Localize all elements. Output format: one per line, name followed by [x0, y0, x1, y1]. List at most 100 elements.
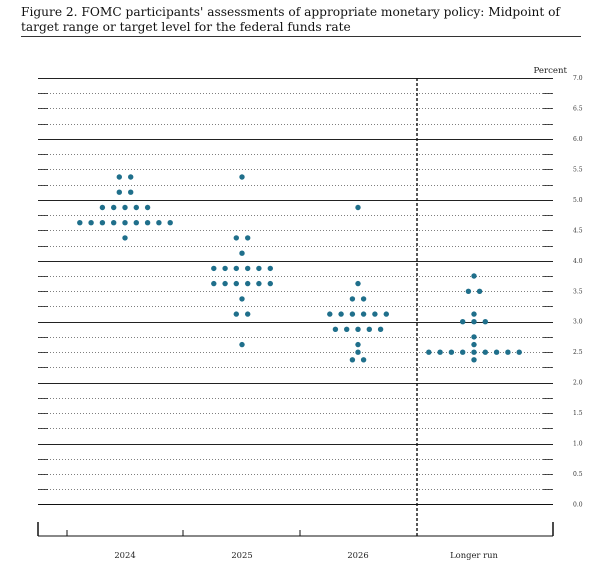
title-rule: [21, 36, 581, 37]
participant-dot: [245, 280, 251, 287]
participant-dot: [460, 349, 466, 355]
participant-dot: [349, 296, 356, 302]
participant-dot: [437, 349, 443, 355]
participant-dot: [211, 280, 217, 287]
participant-dot: [99, 220, 106, 226]
y-tick-label: 5.5: [573, 166, 583, 173]
participant-dot: [355, 349, 361, 355]
participant-dot: [239, 341, 245, 348]
participant-dot: [256, 265, 262, 272]
participant-dot: [128, 174, 134, 180]
participant-dot: [471, 349, 477, 355]
participant-dot: [493, 349, 500, 355]
participant-dot: [239, 174, 245, 180]
participant-dot: [88, 220, 94, 226]
participant-dot: [426, 349, 432, 355]
participant-dot: [355, 326, 361, 332]
participant-dot: [332, 326, 339, 332]
participant-dot: [111, 220, 117, 226]
participant-dot: [465, 288, 472, 294]
chart-labels: 0.0 0.5 1.0 1.5 2.0 2.5 3.0 3.5 4.0 4.5 5.0 5.5 6.0 6…: [114, 66, 582, 560]
participant-dot: [133, 220, 139, 226]
y-tick-label: 6.0: [573, 136, 583, 143]
participant-dot: [133, 204, 139, 211]
participant-dot: [349, 311, 356, 317]
y-tick-label: 2.0: [573, 380, 583, 387]
figure-title: Figure 2. FOMC participants' assessments…: [21, 5, 560, 34]
y-tick-label: 2.5: [573, 349, 583, 356]
participant-dot: [471, 357, 477, 363]
participant-dot: [372, 311, 378, 317]
participant-dot: [245, 235, 251, 241]
x-category-label: 2026: [347, 550, 368, 560]
participant-dot: [144, 220, 151, 226]
participant-dot: [471, 319, 477, 325]
participant-dot: [360, 311, 367, 317]
participant-dot: [167, 220, 173, 226]
y-tick-label: 3.5: [573, 288, 583, 295]
participant-dot: [471, 334, 477, 340]
participant-dot: [366, 326, 372, 332]
participant-dot: [476, 288, 483, 294]
y-tick-label: 0.5: [573, 471, 583, 478]
participant-dot: [471, 341, 477, 348]
participant-dot: [128, 189, 134, 195]
participant-dot: [222, 280, 228, 287]
participant-dot: [211, 265, 217, 272]
participant-dot: [505, 349, 511, 355]
participant-dot: [360, 357, 367, 363]
participant-dot: [233, 280, 239, 287]
participant-dot: [233, 265, 239, 272]
participant-dot: [156, 220, 162, 226]
y-tick-label: 1.5: [573, 410, 583, 417]
participant-dot: [355, 341, 361, 348]
participant-dot: [122, 204, 128, 211]
participant-dot: [516, 349, 522, 355]
participant-dot: [482, 349, 488, 355]
chart-frame: [37, 78, 554, 537]
participant-dot: [233, 235, 239, 241]
participant-dot: [99, 204, 106, 211]
participant-dot: [460, 319, 466, 325]
y-tick-label: 4.5: [573, 227, 583, 234]
participant-dot: [471, 273, 477, 279]
participant-dot: [482, 319, 488, 325]
participant-dot: [239, 250, 245, 256]
participant-dot: [239, 296, 245, 302]
participant-dot: [111, 204, 117, 211]
x-category-label: Longer run: [450, 550, 498, 560]
y-tick-label: 0.0: [573, 502, 583, 509]
participant-dot: [360, 296, 367, 302]
participant-dot: [267, 280, 273, 287]
participant-dot: [355, 204, 361, 211]
y-tick-label: 1.0: [573, 441, 583, 448]
chart-dots: [77, 174, 522, 363]
participant-dot: [448, 349, 455, 355]
y-axis-unit: Percent: [534, 66, 568, 76]
y-tick-label: 5.0: [573, 197, 583, 204]
x-category-label: 2025: [231, 550, 252, 560]
participant-dot: [344, 326, 350, 332]
participant-dot: [377, 326, 384, 332]
participant-dot: [233, 311, 239, 317]
participant-dot: [256, 280, 262, 287]
participant-dot: [355, 280, 361, 287]
x-category-label: 2024: [114, 550, 135, 560]
y-tick-label: 3.0: [573, 319, 583, 326]
participant-dot: [222, 265, 228, 272]
y-tick-label: 4.0: [573, 258, 583, 265]
participant-dot: [116, 189, 123, 195]
participant-dot: [77, 220, 83, 226]
participant-dot: [122, 235, 128, 241]
participant-dot: [349, 357, 356, 363]
participant-dot: [122, 220, 128, 226]
y-axis-ticks: [38, 93, 553, 490]
participant-dot: [116, 174, 123, 180]
participant-dot: [338, 311, 344, 317]
participant-dot: [245, 311, 251, 317]
participant-dot: [267, 265, 273, 272]
participant-dot: [471, 311, 477, 317]
participant-dot: [245, 265, 251, 272]
participant-dot: [383, 311, 389, 317]
